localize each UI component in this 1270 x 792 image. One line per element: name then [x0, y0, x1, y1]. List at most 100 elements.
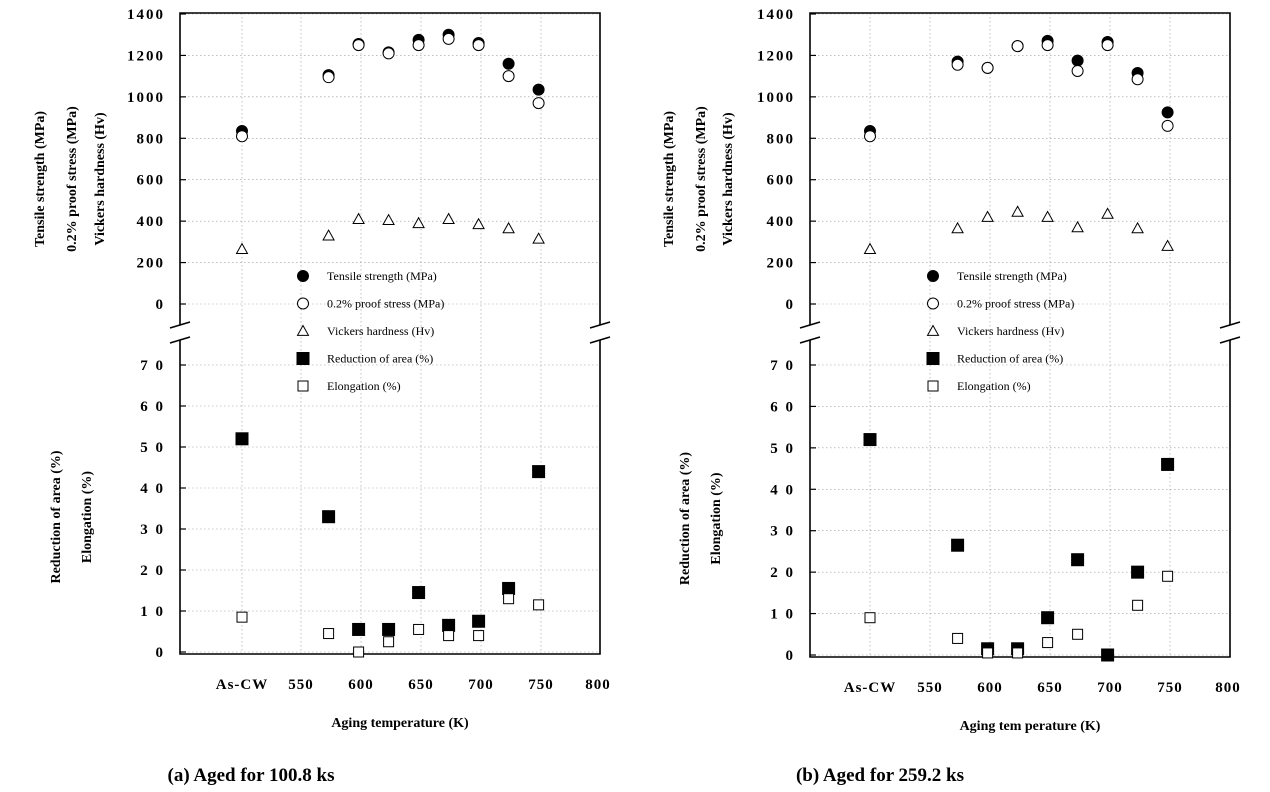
- data-point: [442, 32, 455, 45]
- data-point: [532, 465, 546, 479]
- data-point: [442, 212, 455, 224]
- series-bottom-1: [236, 593, 545, 658]
- data-point: [1131, 565, 1145, 579]
- data-point: [981, 61, 994, 74]
- y-tick-label-top: 200: [137, 256, 166, 272]
- data-point: [1131, 73, 1144, 86]
- data-point: [382, 622, 396, 636]
- data-point: [1042, 637, 1054, 649]
- data-point: [472, 39, 485, 52]
- y-tick-label-top: 800: [137, 131, 166, 147]
- legend-label: Tensile strength (MPa): [327, 269, 437, 283]
- data-point: [951, 58, 964, 71]
- data-point: [412, 216, 425, 229]
- data-point: [1041, 611, 1055, 625]
- legend-marker: [296, 324, 310, 336]
- data-point: [352, 39, 365, 52]
- y-tick-label-top: 1200: [127, 48, 165, 64]
- legend-marker: [297, 270, 309, 282]
- legend-marker: [927, 380, 939, 392]
- chart-panel-b: 1400 1200 1000 800 600 400 200 0 7 0 6 0 5 0 4 0 3 0…: [662, 7, 1241, 786]
- data-point: [864, 612, 876, 624]
- y-tick-label-bottom: 6 0: [140, 399, 165, 415]
- x-tick-label: As-CW: [844, 680, 897, 696]
- bottom-panel-frame: [179, 340, 601, 655]
- x-tick-label: 750: [528, 677, 554, 693]
- data-point: [443, 630, 455, 642]
- x-tick-label: 800: [1215, 680, 1241, 696]
- series-bottom-1: [864, 570, 1174, 659]
- y-tick-label-top: 200: [767, 256, 796, 272]
- legend-label: Reduction of area (%): [957, 352, 1063, 366]
- y-tick-label-top: 0: [786, 297, 796, 313]
- x-tick-label: 800: [585, 677, 611, 693]
- data-point: [473, 630, 485, 642]
- y-tick-label-bottom: 2 0: [770, 565, 795, 581]
- data-point: [1041, 39, 1054, 52]
- y-tick-label-bottom: 4 0: [770, 482, 795, 498]
- data-point: [864, 130, 876, 143]
- data-point: [1161, 119, 1174, 132]
- data-point: [322, 510, 336, 524]
- legend-label: 0.2% proof stress (MPa): [957, 297, 1074, 311]
- axis-break-mark: [799, 321, 821, 329]
- series-bottom-0: [863, 433, 1175, 662]
- y-tick-label-top: 1400: [127, 7, 165, 23]
- legend-marker: [926, 352, 940, 365]
- data-point: [503, 593, 515, 605]
- data-point: [951, 221, 964, 234]
- y-tick-label-bottom: 7 0: [140, 358, 165, 374]
- y-tick-label-top: 600: [767, 173, 796, 189]
- data-point: [412, 39, 425, 52]
- x-axis-label: Aging temperature (K): [331, 716, 469, 731]
- data-point: [235, 432, 249, 446]
- x-axis-label: Aging tem perature (K): [960, 719, 1101, 734]
- x-tick-label: 550: [288, 677, 314, 693]
- data-point: [236, 130, 248, 143]
- legend-marker: [296, 352, 310, 365]
- x-tick-label: 650: [408, 677, 434, 693]
- data-point: [502, 70, 515, 83]
- series-bottom-0: [235, 432, 546, 636]
- y-tick-label-bottom: 2 0: [140, 563, 165, 579]
- y-tick-label-bottom: 0: [786, 648, 796, 664]
- x-tick-label: 700: [1097, 680, 1123, 696]
- y-tick-label-top: 1400: [757, 7, 795, 23]
- data-point: [383, 636, 395, 648]
- data-point: [981, 210, 994, 222]
- axis-break-mark: [589, 336, 611, 344]
- y-tick-label-top: 1200: [757, 48, 795, 64]
- y-axis-label-top: Tensile strength (MPa): [33, 111, 48, 247]
- data-point: [352, 622, 366, 636]
- axis-break-mark: [1219, 336, 1241, 344]
- data-point: [1071, 54, 1084, 67]
- data-point: [1011, 40, 1024, 53]
- legend: Tensile strength (MPa) 0.2% proof stress …: [926, 269, 1074, 393]
- x-tick-label: 550: [917, 680, 943, 696]
- y-tick-label-bottom: 3 0: [140, 522, 165, 538]
- x-tick-label: As-CW: [216, 677, 269, 693]
- y-axis-label-top: Tensile strength (MPa): [662, 111, 677, 247]
- x-tick-label: 600: [348, 677, 374, 693]
- gridlines: [810, 13, 1230, 657]
- y-axis-label-top: 0.2% proof stress (MPa): [694, 106, 709, 252]
- data-point: [502, 581, 516, 595]
- data-point: [1011, 205, 1024, 217]
- data-point: [1041, 210, 1054, 222]
- series-top-0: [236, 28, 545, 138]
- series-top-1: [236, 32, 545, 143]
- chart-caption: (b) Aged for 259.2 ks: [796, 765, 964, 786]
- legend: Tensile strength (MPa) 0.2% proof stress …: [296, 269, 444, 393]
- legend-label: Reduction of area (%): [327, 352, 433, 366]
- y-axis-label-top: Vickers hardness (Hv): [721, 112, 736, 246]
- data-point: [1101, 207, 1114, 219]
- y-tick-label-bottom: 0: [156, 645, 166, 661]
- y-axis-label-top: Vickers hardness (Hv): [93, 112, 108, 246]
- y-tick-label-bottom: 5 0: [770, 441, 795, 457]
- data-point: [472, 614, 486, 628]
- y-tick-label-bottom: 6 0: [770, 399, 795, 415]
- y-tick-label-top: 1000: [127, 90, 165, 106]
- x-tick-label: 600: [977, 680, 1003, 696]
- data-point: [1071, 64, 1084, 77]
- series-top-2: [863, 205, 1174, 255]
